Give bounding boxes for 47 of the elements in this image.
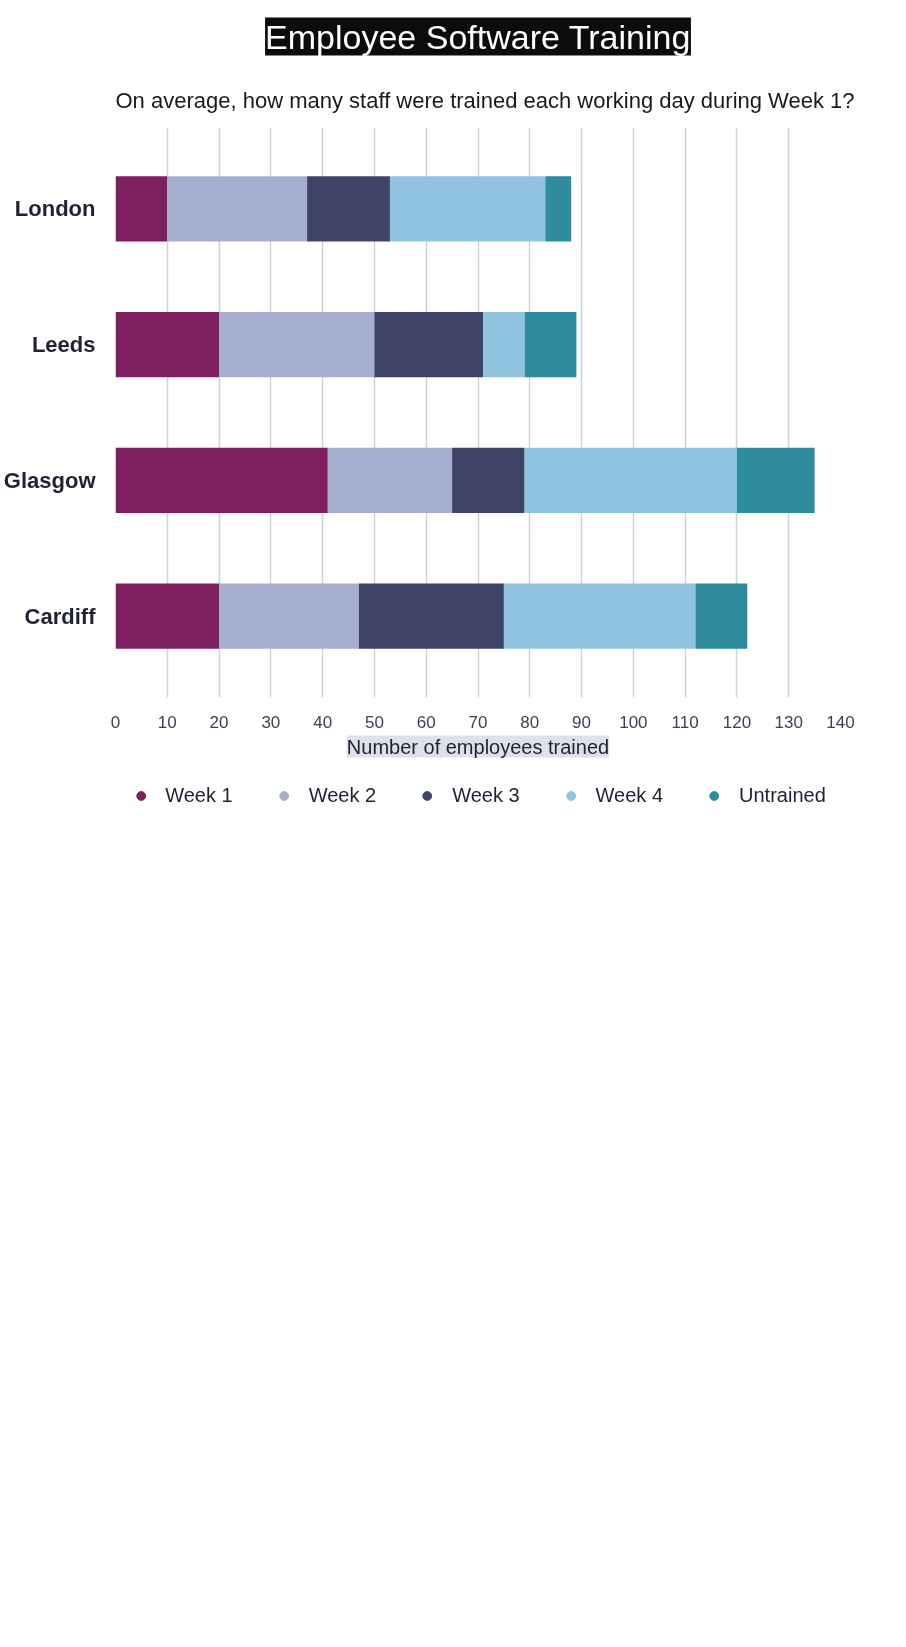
x-tick-label: 10 xyxy=(157,712,177,732)
bar xyxy=(115,447,328,513)
x-tick-label: 100 xyxy=(619,712,648,732)
x-tick-label: 40 xyxy=(313,712,333,732)
y-tick-label: London xyxy=(14,196,96,222)
bar xyxy=(545,176,572,242)
bar xyxy=(389,176,546,242)
bar xyxy=(115,583,220,649)
y-tick-label: Glasgow xyxy=(3,467,97,493)
x-tick-label: 0 xyxy=(110,712,121,732)
bar xyxy=(374,312,484,378)
bar xyxy=(524,447,737,513)
bar xyxy=(736,447,815,513)
bar xyxy=(483,312,525,378)
bar xyxy=(452,447,525,513)
x-tick-label: 140 xyxy=(826,712,855,732)
x-tick-label: 120 xyxy=(722,712,752,732)
x-tick-label: 30 xyxy=(261,712,281,732)
bar xyxy=(115,176,168,242)
text: On average, how many staff were trained each working day during Week 1? xyxy=(115,87,855,113)
bar xyxy=(327,447,453,513)
x-tick-label: 20 xyxy=(209,712,229,732)
bar xyxy=(695,583,748,649)
bar xyxy=(503,583,696,649)
x-axis-title: Number of employees trained xyxy=(346,735,610,758)
bar xyxy=(219,312,375,378)
x-tick-label: 90 xyxy=(572,712,592,732)
legend-label: Week 1 xyxy=(165,783,233,807)
chart-title: Employee Software Training xyxy=(265,17,691,56)
legend-label: Week 2 xyxy=(308,783,377,807)
bar xyxy=(115,312,220,378)
bar xyxy=(307,176,390,242)
bar xyxy=(358,583,504,649)
legend-label: Week 3 xyxy=(452,783,520,807)
x-tick-label: 60 xyxy=(416,712,436,732)
bar xyxy=(524,312,577,378)
y-tick-label: Leeds xyxy=(31,332,96,358)
legend-label: Week 4 xyxy=(595,783,664,807)
y-tick-label: Cardiff xyxy=(24,603,97,629)
x-tick-label: 110 xyxy=(671,712,699,732)
x-tick-label: 130 xyxy=(774,712,803,732)
x-tick-label: 80 xyxy=(520,712,540,732)
legend-label: Untrained xyxy=(739,783,826,807)
bar xyxy=(219,583,359,649)
bar xyxy=(167,176,308,242)
x-tick-label: 70 xyxy=(468,712,488,732)
x-tick-label: 50 xyxy=(364,712,384,732)
